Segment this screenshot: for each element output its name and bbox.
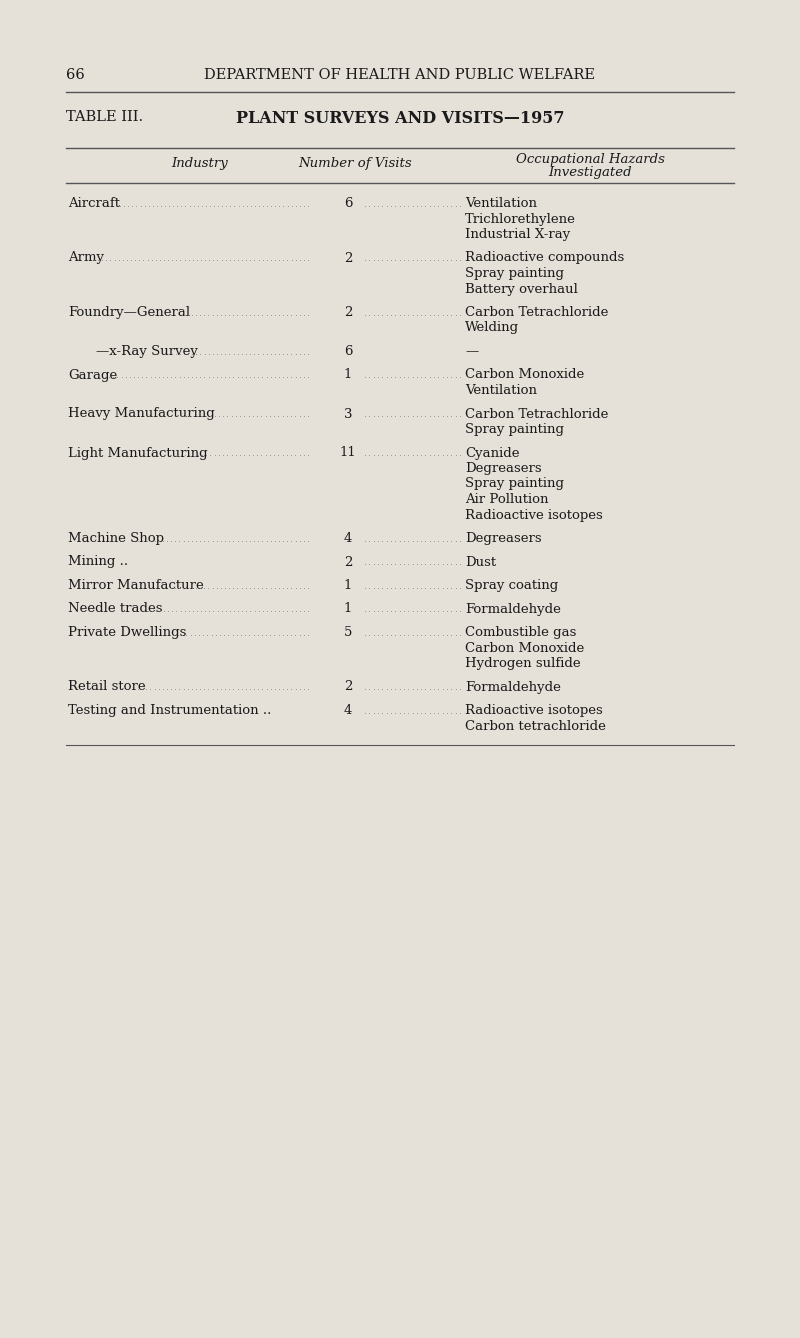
Text: Aircraft: Aircraft [68, 197, 120, 210]
Text: Radioactive compounds: Radioactive compounds [465, 252, 624, 265]
Text: 1: 1 [344, 579, 352, 591]
Text: Carbon Monoxide: Carbon Monoxide [465, 641, 584, 654]
Text: Degreasers: Degreasers [465, 533, 542, 545]
Text: Needle trades: Needle trades [68, 602, 162, 615]
Text: Carbon tetrachloride: Carbon tetrachloride [465, 720, 606, 732]
Text: Spray coating: Spray coating [465, 579, 558, 591]
Text: Air Pollution: Air Pollution [465, 492, 549, 506]
Text: Spray painting: Spray painting [465, 423, 564, 436]
Text: 2: 2 [344, 681, 352, 693]
Text: 5: 5 [344, 626, 352, 640]
Text: Radioactive isotopes: Radioactive isotopes [465, 704, 602, 717]
Text: Trichlorethylene: Trichlorethylene [465, 213, 576, 226]
Text: 3: 3 [344, 408, 352, 420]
Text: Heavy Manufacturing: Heavy Manufacturing [68, 408, 214, 420]
Text: Retail store: Retail store [68, 681, 146, 693]
Text: 66: 66 [66, 68, 85, 82]
Text: Mining ..: Mining .. [68, 555, 128, 569]
Text: Number of Visits: Number of Visits [298, 157, 412, 170]
Text: Radioactive isotopes: Radioactive isotopes [465, 508, 602, 522]
Text: Spray painting: Spray painting [465, 478, 564, 491]
Text: —x-Ray Survey: —x-Ray Survey [96, 345, 198, 359]
Text: 1: 1 [344, 602, 352, 615]
Text: 1: 1 [344, 368, 352, 381]
Text: Ventilation: Ventilation [465, 197, 537, 210]
Text: Occupational Hazards: Occupational Hazards [515, 153, 665, 166]
Text: Cyanide: Cyanide [465, 447, 519, 459]
Text: 6: 6 [344, 197, 352, 210]
Text: DEPARTMENT OF HEALTH AND PUBLIC WELFARE: DEPARTMENT OF HEALTH AND PUBLIC WELFARE [205, 68, 595, 82]
Text: 6: 6 [344, 345, 352, 359]
Text: Welding: Welding [465, 321, 519, 334]
Text: Machine Shop: Machine Shop [68, 533, 164, 545]
Text: 2: 2 [344, 555, 352, 569]
Text: Light Manufacturing: Light Manufacturing [68, 447, 208, 459]
Text: Mirror Manufacture: Mirror Manufacture [68, 579, 204, 591]
Text: PLANT SURVEYS AND VISITS—1957: PLANT SURVEYS AND VISITS—1957 [236, 110, 564, 127]
Text: Formaldehyde: Formaldehyde [465, 602, 561, 615]
Text: Industrial X-ray: Industrial X-ray [465, 227, 570, 241]
Text: Testing and Instrumentation ..: Testing and Instrumentation .. [68, 704, 271, 717]
Text: 2: 2 [344, 252, 352, 265]
Text: 11: 11 [340, 447, 356, 459]
Text: 4: 4 [344, 533, 352, 545]
Text: Dust: Dust [465, 555, 496, 569]
Text: Spray painting: Spray painting [465, 268, 564, 280]
Text: Garage: Garage [68, 368, 118, 381]
Text: Army: Army [68, 252, 104, 265]
Text: Carbon Monoxide: Carbon Monoxide [465, 368, 584, 381]
Text: Private Dwellings: Private Dwellings [68, 626, 186, 640]
Text: TABLE III.: TABLE III. [66, 110, 143, 124]
Text: Hydrogen sulfide: Hydrogen sulfide [465, 657, 581, 670]
Text: Carbon Tetrachloride: Carbon Tetrachloride [465, 408, 608, 420]
Text: Formaldehyde: Formaldehyde [465, 681, 561, 693]
Text: Industry: Industry [172, 157, 228, 170]
Text: Foundry—General: Foundry—General [68, 306, 190, 318]
Text: 2: 2 [344, 306, 352, 318]
Text: —: — [465, 345, 478, 359]
Text: Combustible gas: Combustible gas [465, 626, 576, 640]
Text: Investigated: Investigated [548, 166, 632, 179]
Text: Degreasers: Degreasers [465, 462, 542, 475]
Text: Battery overhaul: Battery overhaul [465, 282, 578, 296]
Text: Ventilation: Ventilation [465, 384, 537, 397]
Text: Carbon Tetrachloride: Carbon Tetrachloride [465, 306, 608, 318]
Text: 4: 4 [344, 704, 352, 717]
